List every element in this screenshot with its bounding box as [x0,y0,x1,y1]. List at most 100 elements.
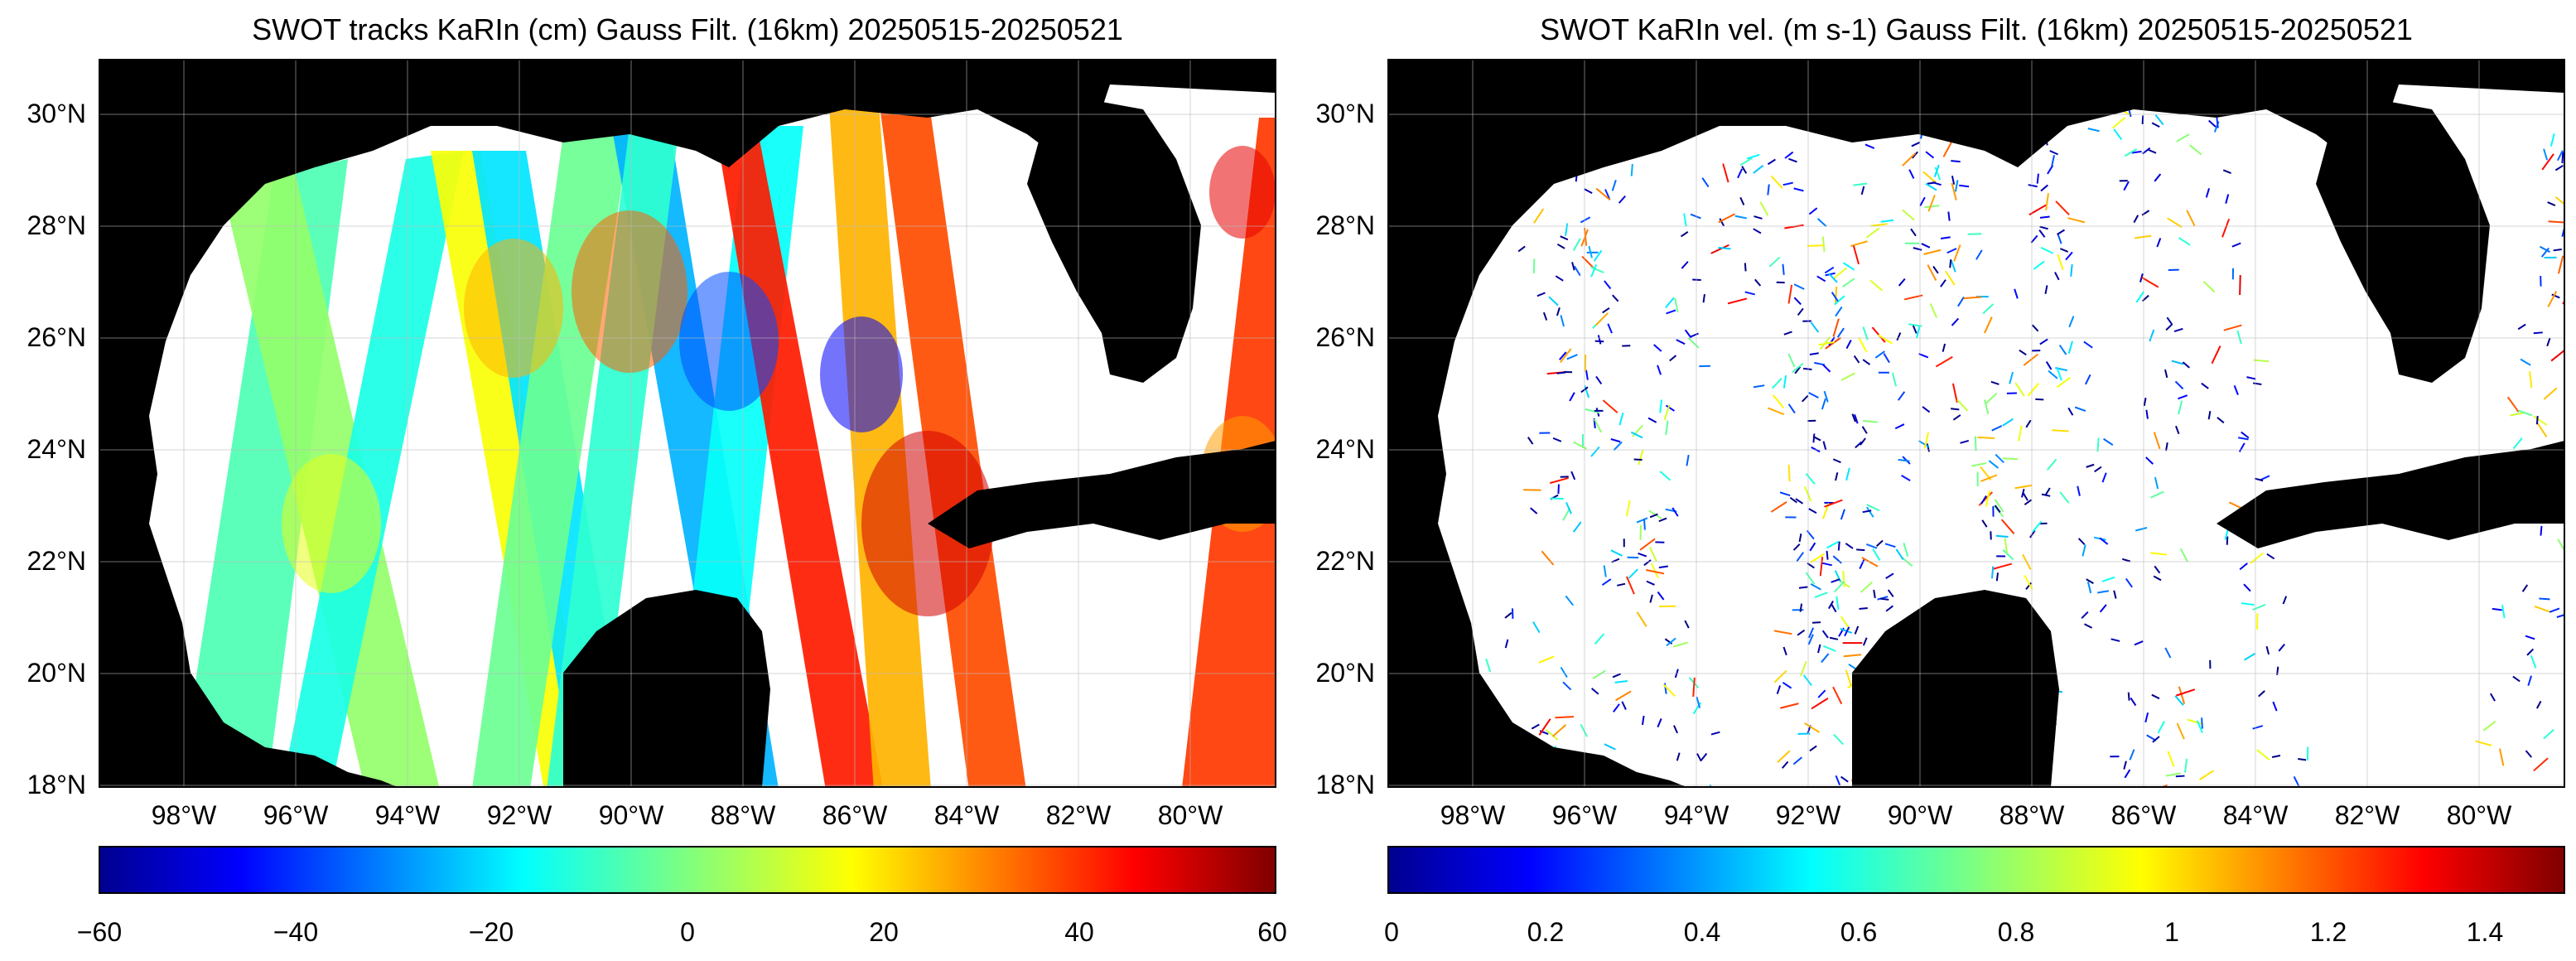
vel-arrow [1770,175,1783,190]
vel-arrow [2084,623,2093,629]
vel-arrow [2070,263,2073,277]
vel-arrow [2182,361,2190,369]
vel-arrow [1885,572,1894,579]
vel-land [1388,60,2564,787]
vel-arrow [1565,595,1574,606]
vel-arrow [2067,407,2074,416]
vel-arrow [1880,597,1889,601]
vel-arrow [1613,441,1623,452]
vel-arrow [1789,496,1797,504]
vel-arrow [1659,399,1663,413]
vel-arrow [1630,163,1633,176]
vel-arrow [1653,344,1662,352]
vel-lat-label: 26°N [1316,322,1376,352]
vel-arrow [1773,669,1787,683]
vel-arrow [1573,521,1582,533]
vel-arrow [1689,332,1699,338]
vel-lon-label: 84°W [2223,800,2289,830]
vel-arrow [1822,441,1827,451]
vel-arrow [2144,712,2149,723]
vel-arrow [2141,277,2159,288]
vel-arrow [2308,788,2309,803]
vel-arrow [1951,383,1958,403]
vel-arrow [2266,553,2275,560]
vel-arrow [2101,576,2115,582]
vel-arrow [1772,377,1782,389]
vel-arrow [1910,228,1917,237]
vel-arrow [2033,260,2045,270]
vel-arrow [1788,157,1797,163]
vel-colorbar-tick: 1.4 [2467,917,2503,947]
vel-arrow [2097,590,2110,594]
vel-arrow [1657,718,1662,728]
vel-arrow [1836,327,1845,338]
vel-arrow [1896,332,1902,341]
vel-arrow [1754,278,1762,287]
vel-arrow [2150,490,2164,499]
vel-arrow [1672,507,1679,517]
vel-arrow [2525,635,2535,640]
vel-arrow [1710,244,1729,254]
vel-arrow [1696,753,1702,762]
vel-arrow [1865,227,1880,239]
vel-arrow [1611,179,1617,191]
vel-arrow [1718,213,1736,224]
vel-arrow [2542,809,2552,810]
vel-arrow [1880,219,1894,223]
vel-arrow [1684,620,1690,629]
vel-arrow [2154,173,2162,182]
vel-arrow [1883,353,1890,364]
vel-arrow [1782,681,1792,689]
vel-arrow [1860,437,1866,446]
vel-arrow [2225,194,2230,204]
vel-arrow [1560,666,1568,678]
vel-arrow [1744,291,1755,296]
vel-arrow [2077,485,2081,496]
vel-arrow [1684,329,1692,339]
vel-arrow [2002,549,2014,561]
vel-arrow [1595,187,1611,201]
vel-arrow [1942,140,1953,157]
vel-arrow [1780,703,1799,709]
vel-arrow [2561,153,2564,164]
vel-arrow [2025,582,2033,590]
vel-arrow [2094,466,2102,473]
vel-arrow [2512,675,2521,683]
vel-arrow [2211,345,2221,365]
vel-arrow [1935,355,1953,368]
vel-arrow [1814,361,1826,366]
vel-arrow [2156,238,2162,248]
vel-arrow [2055,200,2070,216]
vel-arrow [1923,432,1930,449]
vel-arrow [1827,273,1838,283]
vel-arrow [1922,171,1937,184]
vel-arrow [1737,168,1744,179]
vel-arrow [2054,272,2060,281]
vel-arrow [2536,422,2548,438]
vel-arrow [1852,245,1860,265]
vel-arrow [1835,306,1843,317]
vel-arrow [2475,740,2492,746]
vel-arrow [1911,151,1918,159]
vel-arrow [1676,752,1681,761]
vel-arrow [2539,597,2550,601]
vel-arrow [2543,729,2554,740]
vel-arrow [2018,425,2023,442]
vel-lat-label: 18°N [1316,770,1376,799]
vel-arrow [1952,414,1961,421]
ssh-landmass [1027,93,1201,383]
vel-arrow [2083,340,2093,349]
vel-arrow [1649,594,1653,603]
vel-arrow [1913,247,1922,251]
vel-arrow [2233,385,2239,395]
vel-arrow [1649,513,1658,519]
vel-arrow [2149,329,2155,342]
vel-arrow [2526,648,2535,656]
vel-arrow [1657,365,1662,375]
vel-arrow [1739,157,1753,167]
vel-landmass [1388,60,2564,787]
vel-lat-label: 28°N [1316,210,1376,240]
ssh-lon-label: 88°W [711,800,776,830]
vel-arrow [2243,583,2251,592]
